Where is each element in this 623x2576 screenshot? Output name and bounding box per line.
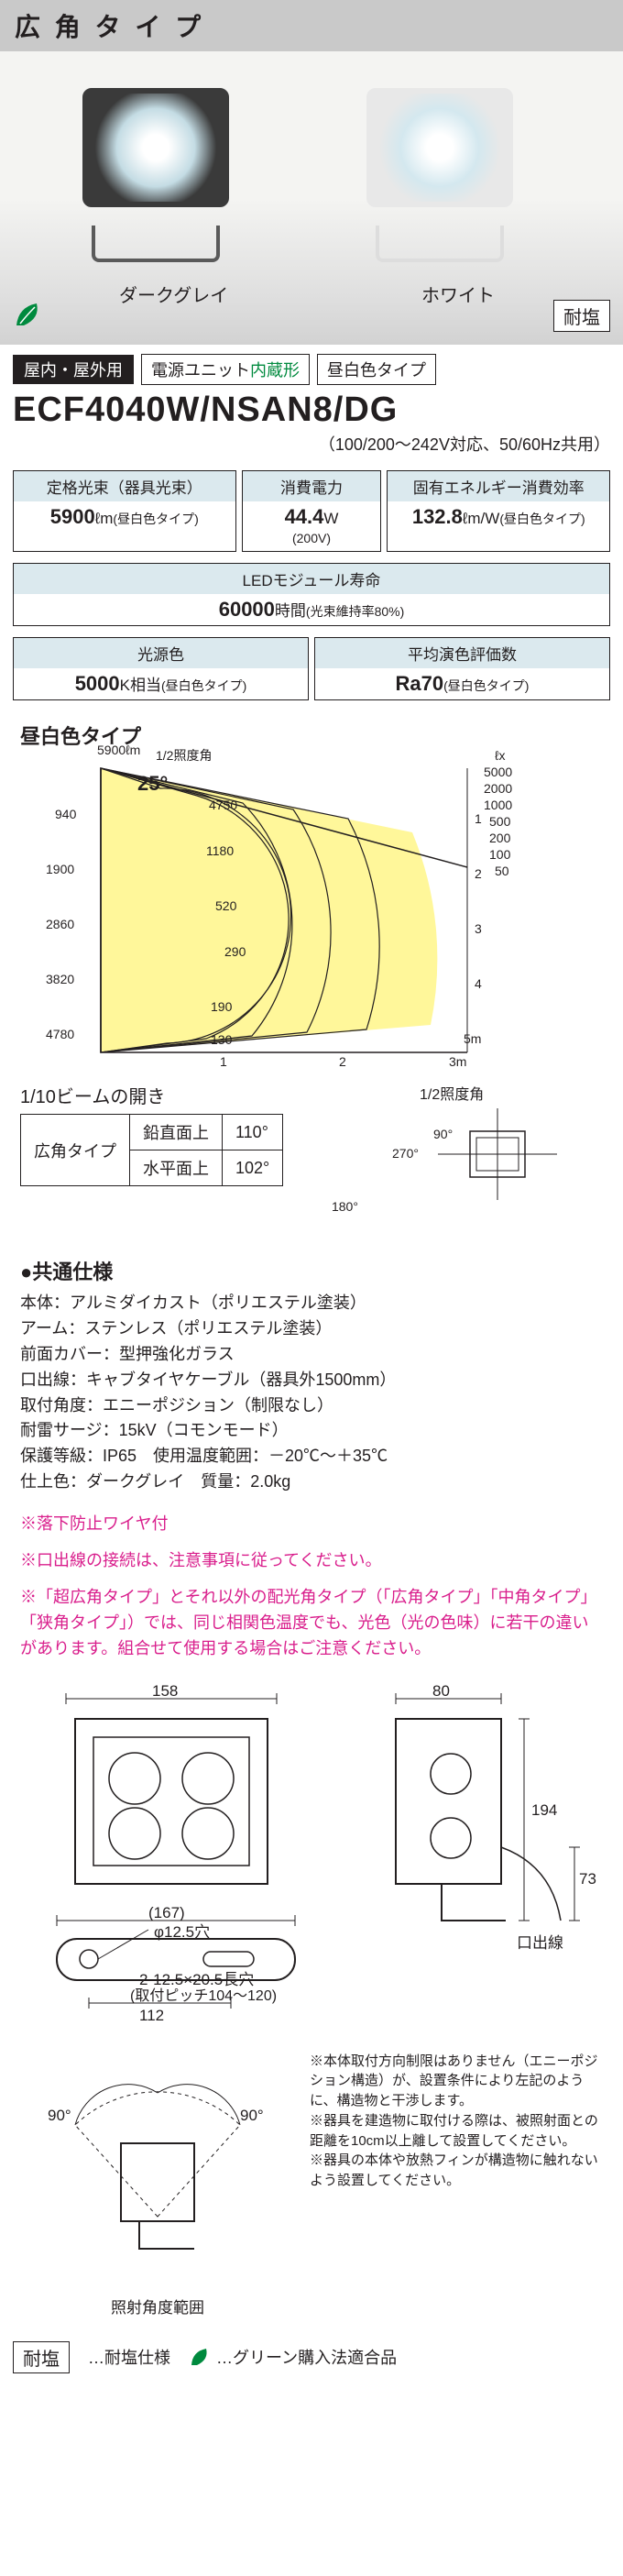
footer-legend: 耐塩 …耐塩仕様 …グリーン購入法適合品 [0, 2332, 623, 2388]
page-header: 広 角 タ イ プ [0, 0, 623, 51]
half-illum-angle-diagram: 1/2照度角 90° 270° 180° [420, 1082, 603, 1238]
spec-cell: 定格光束（器具光束） 5900ℓm(昼白色タイプ) [13, 470, 236, 552]
spec-cell: 消費電力 44.4W(200V) [242, 470, 382, 552]
spec-cell: LEDモジュール寿命 60000時間(光束維持率80%) [13, 563, 610, 626]
salt-badge-footer: 耐塩 [13, 2341, 70, 2373]
spec-cell: 固有エネルギー消費効率 132.8ℓm/W(昼白色タイプ) [387, 470, 610, 552]
model-subline: （100/200～242V対応、50/60Hz共用） [0, 432, 623, 465]
beam-title: 1/10ビームの開き [20, 1082, 410, 1114]
note-2: ※口出線の接続は、注意事項に従ってください。 [0, 1543, 623, 1580]
spec-cell: 平均演色評価数 Ra70(昼白色タイプ) [314, 637, 610, 700]
tilt-range-drawing: 90° 90° 照射角度範囲 [20, 2052, 295, 2317]
spec-cell: 光源色 5000K相当(昼白色タイプ) [13, 637, 309, 700]
note-1: ※落下防止ワイヤ付 [0, 1506, 623, 1543]
product-image-area: ダークグレイ ホワイト 耐塩 [0, 51, 623, 345]
mounting-notes: ※本体取付方向制限はありません（エニーポジション構造）が、設置条件により左記のよ… [310, 2052, 603, 2317]
drawing-area: 158 (167) φ12.5穴 2-12.5×20.5長穴 (取付ピッチ104… [0, 1668, 623, 2332]
common-spec-title: ●共通仕様 [20, 1256, 603, 1291]
front-view-drawing: 158 (167) φ12.5穴 2-12.5×20.5長穴 (取付ピッチ104… [20, 1682, 350, 2035]
color-type-badge: 昼白色タイプ [317, 354, 436, 385]
side-view-drawing: 80 194 73 口出線 [368, 1682, 597, 2035]
salt-badge: 耐塩 [553, 300, 610, 332]
color-label-white: ホワイト [421, 281, 495, 307]
badge-row: 屋内・屋外用 電源ユニット内蔵形 昼白色タイプ [0, 345, 623, 389]
common-spec-section: ●共通仕様 本体：アルミダイカスト（ポリエステル塗装） アーム：ステンレス（ポリ… [0, 1245, 623, 1506]
spec-row-1: 定格光束（器具光束） 5900ℓm(昼白色タイプ) 消費電力 44.4W(200… [0, 465, 623, 557]
header-title: 広 角 タ イ プ [15, 13, 204, 41]
leaf-icon [13, 298, 46, 336]
model-number: ECF4040W/NSAN8/DG [0, 389, 623, 432]
fixture-image-white [366, 88, 522, 262]
beam-spread-section: 1/10ビームの開き 広角タイプ 鉛直面上 110° 水平面上 102° 1/2… [0, 1082, 623, 1245]
fixture-image-dark [82, 88, 238, 262]
psu-badge: 電源ユニット内蔵形 [141, 354, 310, 385]
leaf-legend: …グリーン購入法適合品 [189, 2345, 397, 2369]
color-label-dark: ダークグレイ [119, 281, 228, 307]
spec-row-2: LEDモジュール寿命 60000時間(光束維持率80%) [0, 557, 623, 632]
spec-row-3: 光源色 5000K相当(昼白色タイプ) 平均演色評価数 Ra70(昼白色タイプ) [0, 632, 623, 706]
illuminance-graph: 昼白色タイプ 5900ℓm 1/2照度角 25° 940 1900 2860 3… [0, 706, 623, 1082]
usage-badge: 屋内・屋外用 [13, 355, 134, 384]
leaf-icon [189, 2345, 213, 2369]
beam-table: 広角タイプ 鉛直面上 110° 水平面上 102° [20, 1114, 283, 1186]
salt-legend-label: …耐塩仕様 [88, 2345, 170, 2369]
note-3: ※「超広角タイプ」とそれ以外の配光角タイプ（「広角タイプ」「中角タイプ」「狭角タ… [0, 1580, 623, 1668]
table-row: 広角タイプ 鉛直面上 110° [21, 1115, 283, 1150]
